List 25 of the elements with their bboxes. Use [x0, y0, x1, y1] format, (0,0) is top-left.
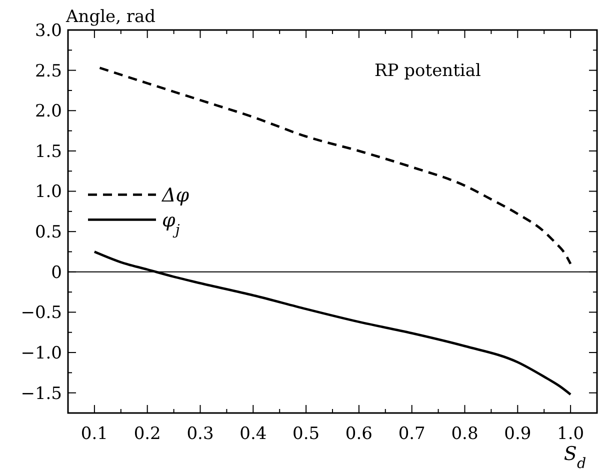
x-tick-label: 0.9	[504, 424, 532, 444]
x-tick-label: 0.5	[292, 424, 320, 444]
legend-label: φ$_{j}$	[162, 209, 180, 238]
annotation: RP potential	[374, 60, 481, 81]
y-tick-label: −1.5	[20, 384, 62, 404]
x-tick-label: 0.3	[186, 424, 214, 444]
y-tick-label: 1.5	[34, 142, 62, 162]
y-tick-label: −1.0	[20, 343, 62, 364]
x-tick-label: 0.7	[398, 424, 426, 444]
x-tick-label: 0.6	[345, 424, 372, 444]
y-tick-label: 0.5	[34, 222, 62, 243]
y-tick-label: 1.0	[34, 182, 62, 202]
y-tick-label: −0.5	[20, 303, 62, 324]
x-tick-label: 0.8	[451, 424, 478, 444]
y-tick-label: 2.0	[34, 102, 62, 122]
y-tick-label: 0	[51, 262, 62, 283]
x-axis-title: S$_{d}$	[564, 443, 586, 470]
y-tick-label: 3.0	[34, 20, 62, 41]
legend-label: Δφ	[161, 184, 190, 206]
y-axis-title: Angle, rad	[65, 7, 156, 27]
x-tick-label: 0.4	[240, 424, 267, 444]
y-tick-label: 2.5	[34, 61, 62, 82]
x-tick-label: 0.1	[80, 424, 108, 444]
x-tick-label: 0.2	[134, 424, 161, 444]
x-tick-label: 1.0	[557, 424, 584, 444]
